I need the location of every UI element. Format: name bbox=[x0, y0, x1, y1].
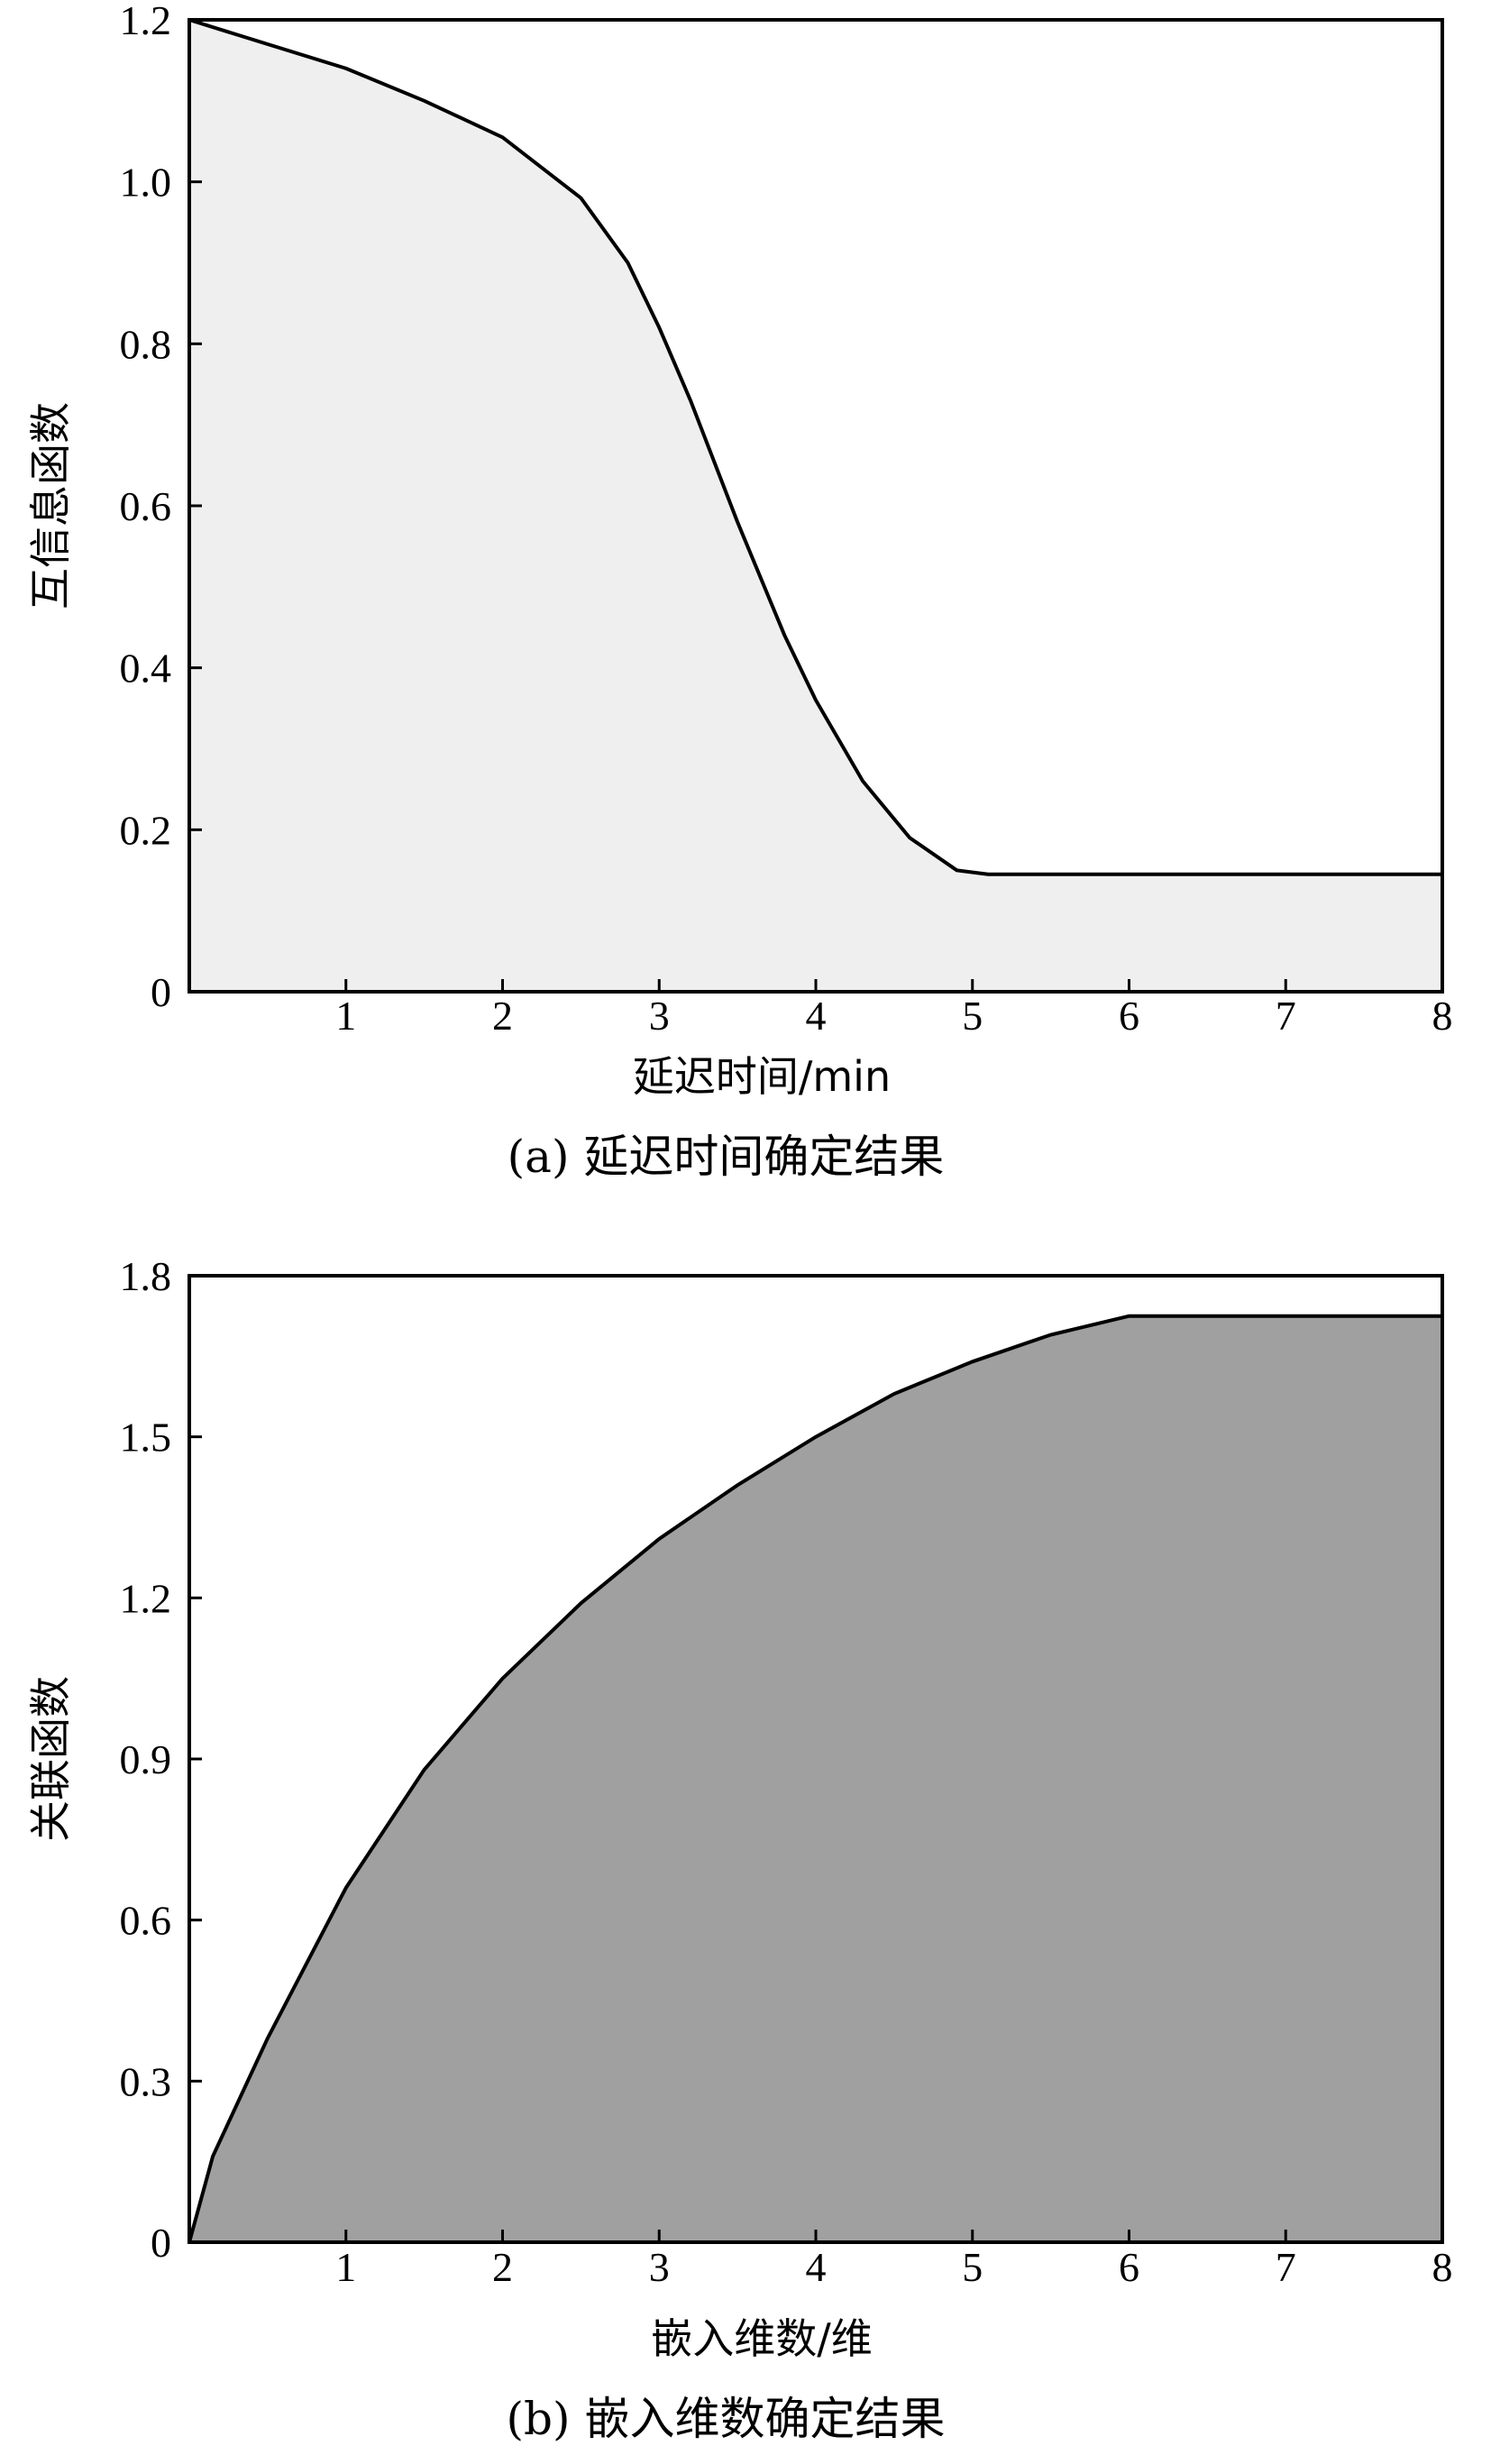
chart-b-x-tick-label: 8 bbox=[1432, 2244, 1453, 2290]
chart-a-x-tick-label: 3 bbox=[649, 993, 670, 1039]
chart-b-y-tick-label: 1.2 bbox=[120, 1575, 172, 1621]
chart-a: 1 2 3 4 5 6 7 8 0 0.2 0.4 0.6 0.8 1.0 1.2 延迟时间/min 互信息函数… bbox=[26, 0, 1453, 1183]
chart-b-y-tick-label: 0.9 bbox=[120, 1736, 172, 1782]
chart-a-caption: (a) 延迟时间确定结果 bbox=[508, 1131, 945, 1183]
chart-b-y-tick-label: 1.5 bbox=[120, 1415, 172, 1461]
chart-b-y-tick-label: 0 bbox=[151, 2220, 171, 2266]
chart-a-y-tick-label: 1.0 bbox=[120, 160, 172, 206]
chart-b-x-tick-label: 1 bbox=[335, 2244, 356, 2290]
chart-a-y-axis-label: 互信息函数 bbox=[26, 402, 75, 609]
chart-a-y-tick-label: 0.4 bbox=[120, 646, 172, 692]
chart-b-x-tick-label: 6 bbox=[1119, 2244, 1139, 2290]
chart-b-area-fill bbox=[189, 1315, 1442, 2242]
chart-b-y-tick-label: 0.6 bbox=[120, 1898, 172, 1944]
chart-b-x-tick-label: 7 bbox=[1276, 2244, 1296, 2290]
chart-a-series-line bbox=[188, 18, 1442, 876]
chart-a-x-tick-label: 1 bbox=[335, 993, 356, 1039]
chart-b-x-tick-label: 3 bbox=[649, 2244, 670, 2290]
chart-b-series-line bbox=[188, 1314, 1442, 2243]
chart-a-y-tick-label: 0.2 bbox=[120, 807, 172, 853]
chart-a-x-tick-label: 6 bbox=[1119, 993, 1139, 1039]
chart-a-y-tick-label: 0.6 bbox=[120, 483, 172, 529]
chart-b-caption: (b) 嵌入维数确定结果 bbox=[507, 2393, 946, 2445]
chart-b-x-tick-label: 5 bbox=[962, 2244, 983, 2290]
chart-a-area-fill bbox=[189, 20, 1442, 992]
chart-a-x-tick-label: 7 bbox=[1276, 993, 1296, 1039]
chart-b-x-tick-label: 4 bbox=[806, 2244, 827, 2290]
chart-a-y-tick-label: 0.8 bbox=[120, 321, 172, 367]
chart-b-y-tick-label: 0.3 bbox=[120, 2058, 172, 2104]
chart-a-x-tick-label: 5 bbox=[962, 993, 983, 1039]
chart-a-x-tick-label: 2 bbox=[492, 993, 513, 1039]
chart-a-x-tick-label: 4 bbox=[806, 993, 827, 1039]
chart-b: 1 2 3 4 5 6 7 8 0 0.3 0.6 0.9 1.2 1.5 1.8 嵌入维数/维 关联函数 (b)… bbox=[26, 1253, 1453, 2445]
chart-b-x-tick-label: 2 bbox=[492, 2244, 513, 2290]
chart-b-x-axis-label: 嵌入维数/维 bbox=[651, 2314, 873, 2363]
chart-b-y-axis-label: 关联函数 bbox=[26, 1676, 75, 1842]
chart-a-y-tick-label: 0 bbox=[151, 969, 171, 1015]
chart-a-y-tick-label: 1.2 bbox=[120, 0, 172, 43]
chart-a-x-tick-label: 8 bbox=[1432, 993, 1453, 1039]
chart-a-x-axis-label: 延迟时间/min bbox=[633, 1052, 891, 1101]
chart-b-y-tick-label: 1.8 bbox=[120, 1253, 172, 1299]
